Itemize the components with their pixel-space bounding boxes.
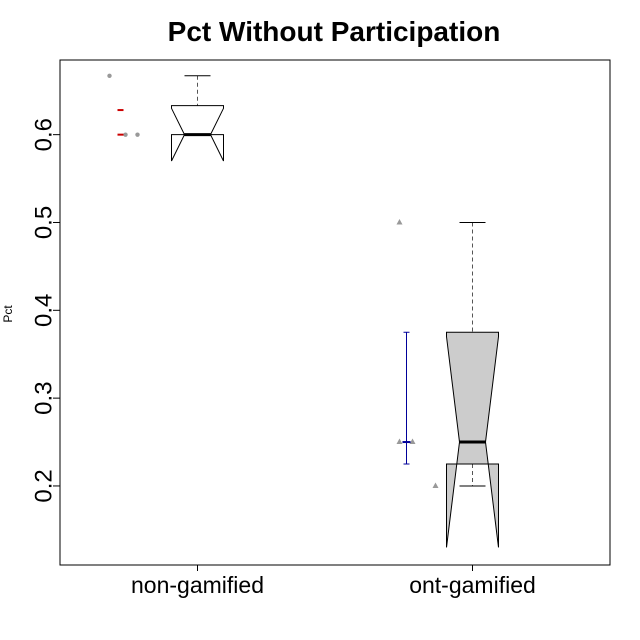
x-tick-label: non-gamified	[131, 572, 264, 598]
y-tick-label: 0.3	[30, 381, 57, 414]
y-tick-label: 0.6	[30, 118, 57, 151]
y-tick-label: 0.5	[30, 206, 57, 239]
data-point	[432, 482, 439, 488]
y-axis-label: Pct	[1, 305, 15, 323]
data-point	[107, 73, 112, 79]
data-point	[396, 218, 403, 225]
box-group	[107, 73, 224, 162]
x-tick-label: ont-gamified	[409, 572, 536, 598]
y-tick-label: 0.2	[30, 469, 57, 502]
notched-box	[446, 331, 499, 548]
x-axis: non-gamified ont-gamified	[131, 565, 536, 598]
data-point	[396, 438, 403, 445]
chart-title: Pct Without Participation	[168, 16, 501, 47]
plot-marks	[107, 73, 499, 548]
data-point	[135, 132, 140, 137]
box-group	[396, 218, 499, 548]
y-axis: 0.2 0.3 0.4 0.5 0.6	[30, 118, 61, 503]
y-tick-label: 0.4	[30, 294, 57, 327]
plot-frame	[59, 59, 611, 566]
data-point	[123, 132, 128, 137]
data-point	[409, 438, 416, 445]
